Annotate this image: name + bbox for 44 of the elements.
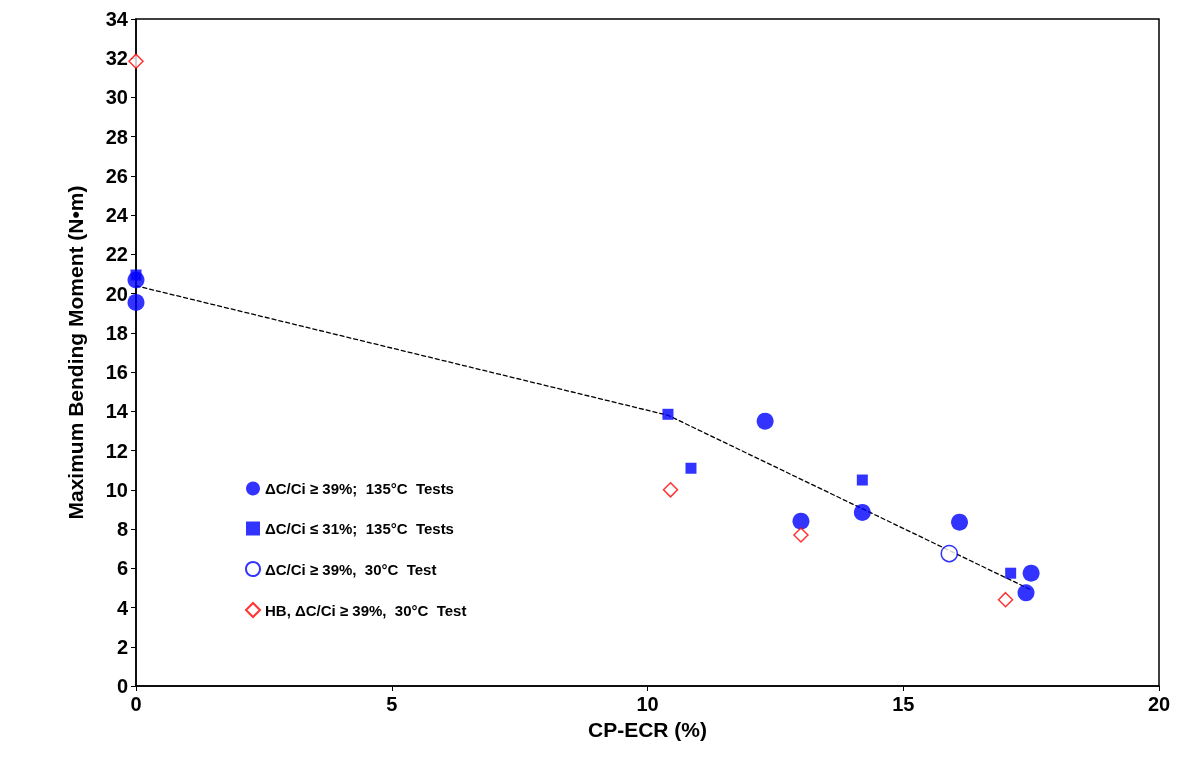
y-tick-label: 26	[105, 164, 128, 187]
point	[997, 591, 1014, 608]
legend-label: ΔC/Ci ≥ 39%; 135°C Tests	[265, 480, 454, 497]
point	[685, 462, 697, 474]
x-axis-title: CP-ECR (%)	[588, 717, 707, 741]
legend-label: HB, ΔC/Ci ≥ 39%, 30°C Test	[265, 601, 467, 619]
point	[1005, 567, 1017, 579]
y-tick-label: 28	[105, 125, 128, 148]
point	[793, 527, 809, 543]
y-tick-label: 10	[105, 478, 128, 501]
point	[662, 408, 674, 420]
point	[127, 293, 145, 311]
y-axis-title: Maximum Bending Moment (N•m)	[64, 185, 87, 520]
x-tick-label: 10	[636, 693, 659, 715]
legend-label: ΔC/Ci ≤ 31%; 135°C Tests	[265, 520, 454, 537]
point	[662, 482, 679, 498]
y-tick-label: 0	[116, 675, 128, 697]
x-tick-label: 20	[1147, 693, 1171, 715]
y-tick-label: 18	[105, 321, 128, 344]
y-tick-label: 30	[105, 86, 128, 109]
y-tick-label: 6	[116, 557, 128, 580]
y-tick-label: 34	[105, 8, 129, 30]
point	[1022, 564, 1040, 582]
point	[1017, 584, 1035, 602]
y-tick-label: 32	[105, 47, 128, 70]
point	[792, 512, 810, 530]
y-tick-label: 20	[105, 282, 128, 305]
point	[853, 503, 871, 521]
y-tick-label: 16	[105, 361, 128, 384]
y-tick-label: 12	[105, 439, 128, 462]
y-tick-label: 24	[105, 204, 129, 227]
point	[128, 53, 144, 69]
x-tick-label: 15	[892, 693, 915, 715]
y-tick-label: 2	[116, 635, 128, 658]
legend-label: ΔC/Ci ≥ 39%, 30°C Test	[265, 560, 437, 578]
point	[940, 544, 959, 563]
point	[756, 412, 774, 430]
x-tick-label: 5	[386, 693, 398, 715]
point	[951, 513, 969, 531]
y-tick-label: 14	[105, 400, 129, 423]
point	[856, 474, 868, 486]
y-tick-label: 22	[105, 243, 128, 266]
y-tick-label: 4	[116, 596, 129, 619]
y-tick-label: 8	[116, 518, 128, 541]
